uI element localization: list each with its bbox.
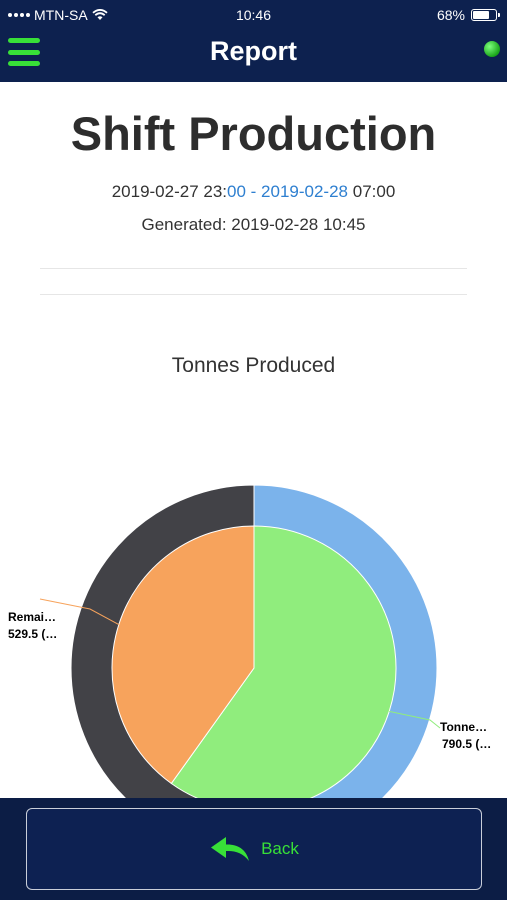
slice-value-label: 790.5 (…	[442, 737, 491, 751]
nav-bar: Report	[0, 30, 507, 82]
label-connector	[389, 710, 441, 729]
back-arrow-icon	[211, 837, 250, 861]
range-link[interactable]: 00 - 2019-02-28	[227, 182, 349, 201]
menu-icon[interactable]	[8, 38, 40, 66]
footer: Back	[0, 798, 507, 900]
report-title: Shift Production	[70, 107, 437, 160]
status-time: 10:46	[235, 7, 272, 23]
signal-icon	[8, 13, 30, 17]
pie-chart[interactable]: Tonne… 790.5 (… Remai… 529.5 (…	[0, 82, 507, 798]
divider	[40, 294, 467, 295]
divider	[40, 268, 467, 269]
status-left: MTN-SA	[8, 7, 108, 23]
slice-value-label: 529.5 (…	[8, 627, 57, 641]
slice-label: Remai…	[8, 610, 56, 624]
chart-title: Tonnes Produced	[171, 354, 336, 377]
status-bar: MTN-SA 10:46 68%	[0, 0, 507, 30]
wifi-icon	[92, 9, 108, 20]
status-right: 68%	[436, 7, 500, 23]
slice-label: Tonne…	[440, 720, 487, 734]
range-end: 07:00	[348, 182, 396, 201]
carrier-label: MTN-SA	[34, 7, 88, 23]
label-connector	[39, 598, 120, 626]
connection-status-icon	[484, 41, 500, 57]
battery-icon	[471, 9, 500, 21]
range-start: 2019-02-27 23:	[111, 182, 228, 201]
report-date-range: 2019-02-27 23:00 - 2019-02-28 07:00	[0, 182, 507, 202]
back-label: Back	[261, 839, 299, 858]
page-title: Report	[210, 36, 297, 66]
report-content[interactable]: Shift Production 2019-02-27 23:00 - 2019…	[0, 82, 507, 798]
battery-percent: 68%	[436, 7, 465, 23]
inner-ring	[111, 525, 397, 798]
generated-timestamp: Generated: 2019-02-28 10:45	[141, 215, 366, 234]
back-button[interactable]: Back	[26, 808, 482, 890]
pie-slice[interactable]	[111, 525, 255, 785]
battery-fill	[473, 11, 490, 19]
